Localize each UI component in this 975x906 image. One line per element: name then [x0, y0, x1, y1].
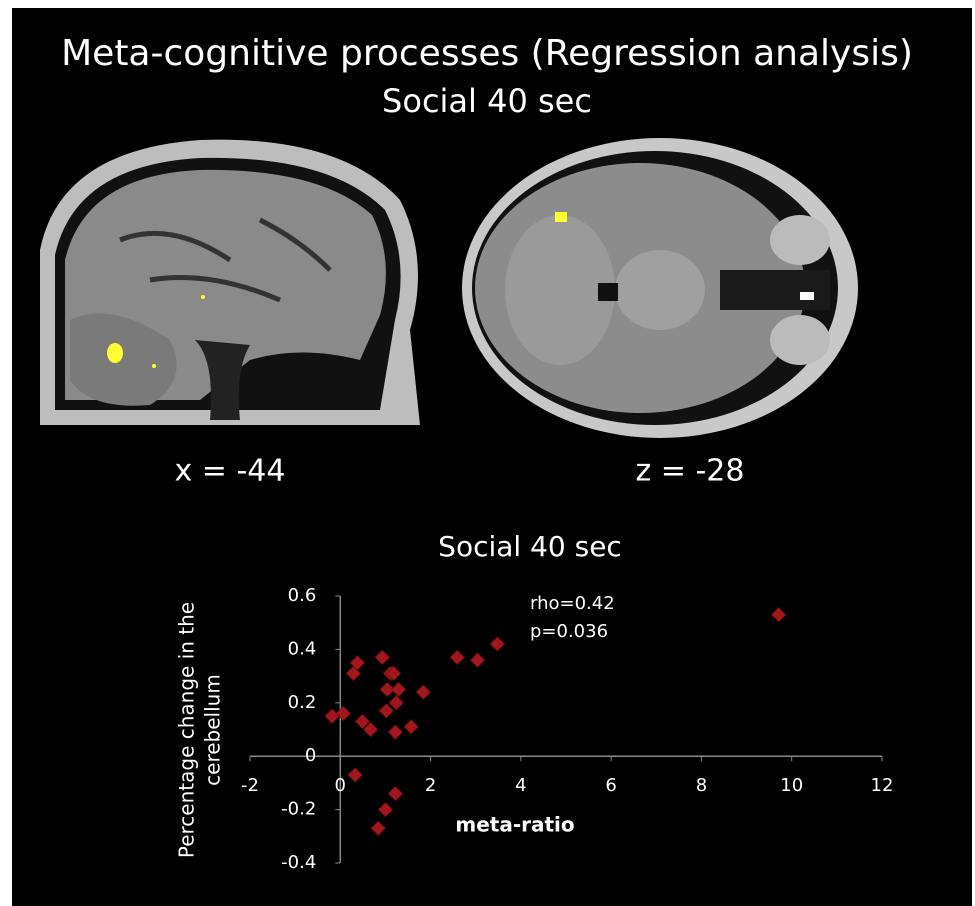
x-tick-label: -2 [241, 775, 259, 796]
x-tick-label: 4 [515, 775, 526, 796]
y-tick-label: 0 [305, 745, 316, 766]
chart-title: Social 40 sec [438, 530, 622, 563]
background [12, 8, 972, 906]
figure: Meta-cognitive processes (Regression ana… [0, 0, 975, 906]
x-tick-label: 0 [335, 775, 346, 796]
axial-brain [462, 138, 858, 438]
annotation: p=0.036 [530, 621, 608, 642]
annotation: rho=0.42 [530, 593, 615, 614]
y-tick-label: 0.2 [288, 692, 317, 713]
x-tick-label: 8 [696, 775, 707, 796]
y-axis-label: cerebellum [201, 674, 225, 786]
y-tick-label: -0.4 [281, 852, 316, 873]
y-tick-label: 0.4 [288, 638, 317, 659]
image-label: x = -44 [175, 454, 286, 489]
x-tick-label: 10 [780, 775, 803, 796]
sagittal-brain [40, 140, 420, 425]
x-tick-label: 2 [425, 775, 436, 796]
y-tick-label: 0.6 [288, 585, 317, 606]
x-tick-label: 6 [605, 775, 616, 796]
y-axis-label: Percentage change in the [175, 602, 199, 858]
title: Meta-cognitive processes (Regression ana… [61, 33, 913, 74]
x-tick-label: 12 [871, 775, 894, 796]
subtitle: Social 40 sec [382, 82, 592, 120]
x-axis-label: meta-ratio [455, 813, 574, 837]
y-tick-label: -0.2 [281, 799, 316, 820]
image-label: z = -28 [636, 454, 745, 489]
